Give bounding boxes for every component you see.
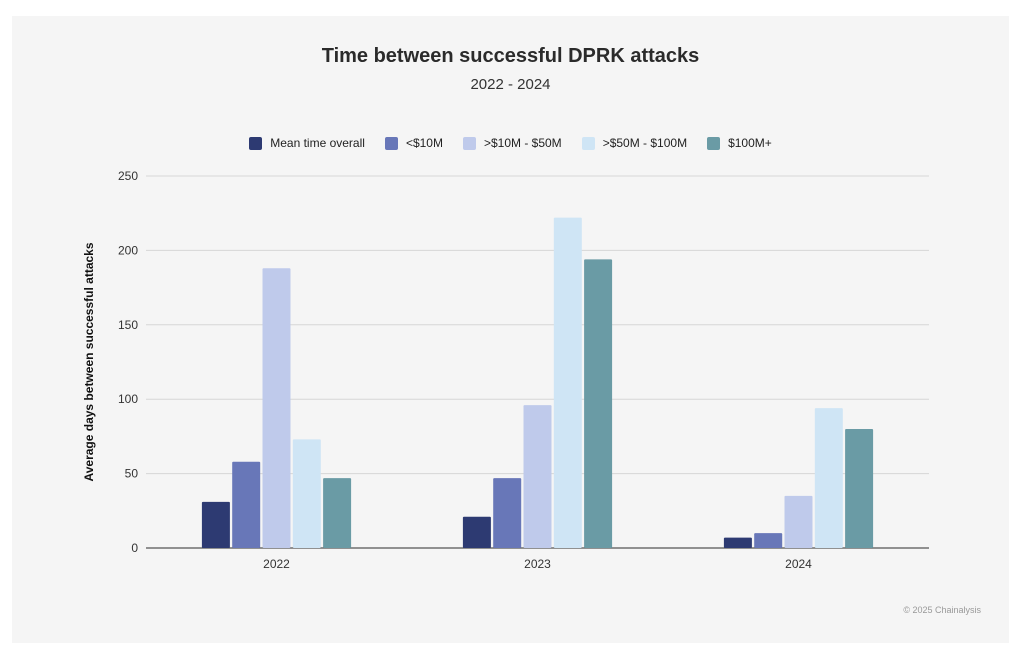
chart-title: Time between successful DPRK attacks (321, 45, 700, 67)
chart-subtitle: 2022 - 2024 (470, 76, 551, 93)
y-tick-label: 200 (118, 243, 138, 257)
bar (462, 516, 491, 548)
x-tick-label: 2024 (785, 557, 812, 571)
y-tick-label: 100 (118, 392, 138, 406)
bar (262, 268, 291, 548)
bar (201, 501, 230, 548)
bar (784, 495, 813, 548)
bar (323, 478, 352, 548)
legend-item: >$10M - $50M (462, 136, 562, 150)
bar (845, 428, 874, 548)
bar (754, 533, 783, 548)
legend-item: $100M+ (707, 136, 772, 150)
legend-item: <$10M (384, 136, 443, 150)
x-tick-label: 2022 (263, 557, 290, 571)
legend-swatch (581, 136, 595, 150)
legend-label: <$10M (405, 136, 443, 150)
legend-item: >$50M - $100M (581, 136, 688, 150)
bar (493, 478, 522, 548)
legend-label: Mean time overall (270, 136, 365, 150)
y-tick-label: 0 (131, 541, 138, 555)
bar (523, 405, 552, 548)
bar (292, 439, 321, 548)
chart-legend: Mean time overall <$10M >$10M - $50M >$50M … (12, 136, 1009, 150)
legend-swatch (249, 136, 263, 150)
legend-label: >$50M - $100M (602, 136, 688, 150)
x-tick-label: 2023 (524, 557, 551, 571)
legend-swatch (384, 136, 398, 150)
bar (723, 537, 752, 548)
copyright-credit: © 2025 Chainalysis (903, 605, 981, 615)
legend-label: $100M+ (728, 136, 772, 150)
bar (584, 259, 613, 548)
y-tick-label: 150 (118, 318, 138, 332)
legend-swatch (462, 136, 476, 150)
bar (232, 461, 261, 548)
y-tick-label: 50 (125, 467, 139, 481)
legend-label: >$10M - $50M (483, 136, 562, 150)
bar (814, 408, 843, 548)
legend-swatch (707, 136, 721, 150)
y-tick-label: 250 (118, 169, 138, 183)
bar (553, 217, 582, 548)
y-axis-label: Average days between successful attacks (82, 242, 96, 481)
legend-item: Mean time overall (249, 136, 365, 150)
